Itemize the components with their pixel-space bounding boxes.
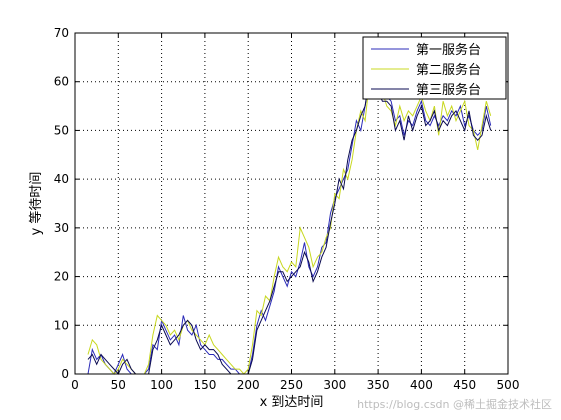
x-tick-label: 500: [497, 378, 520, 392]
y-tick-label: 10: [54, 318, 69, 332]
x-tick-label: 0: [71, 378, 79, 392]
legend-label-3: 第三服务台: [416, 82, 481, 98]
legend-label-1: 第一服务台: [416, 42, 481, 58]
series-line-3: [87, 75, 492, 375]
y-tick-label: 0: [61, 367, 69, 381]
x-tick-label: 200: [237, 378, 260, 392]
y-axis-label: y 等待时间: [28, 172, 44, 236]
series-line-2: [87, 76, 492, 375]
x-tick-label: 300: [323, 378, 346, 392]
y-tick-label: 70: [54, 26, 69, 40]
x-tick-label: 400: [410, 378, 433, 392]
x-tick-label: 350: [367, 378, 390, 392]
x-axis-label: x 到达时间: [260, 395, 324, 410]
y-tick-label: 50: [54, 123, 69, 137]
y-tick-label: 40: [54, 172, 69, 186]
axis-ticks: 0 50 100 150 200 250 300 350 400 450 500 0 10 20 30 40 5…: [54, 26, 520, 392]
y-tick-label: 20: [54, 270, 69, 284]
y-tick-label: 30: [54, 221, 69, 235]
y-tick-label: 60: [54, 75, 69, 89]
x-tick-label: 100: [150, 378, 173, 392]
series-group: [87, 75, 492, 375]
watermark: https://blog.csdn @稀土掘金技术社区: [357, 397, 552, 411]
x-tick-label: 50: [111, 378, 126, 392]
x-tick-label: 250: [280, 378, 303, 392]
x-tick-label: 450: [453, 378, 476, 392]
x-tick-label: 150: [193, 378, 216, 392]
legend-label-2: 第二服务台: [416, 62, 481, 78]
